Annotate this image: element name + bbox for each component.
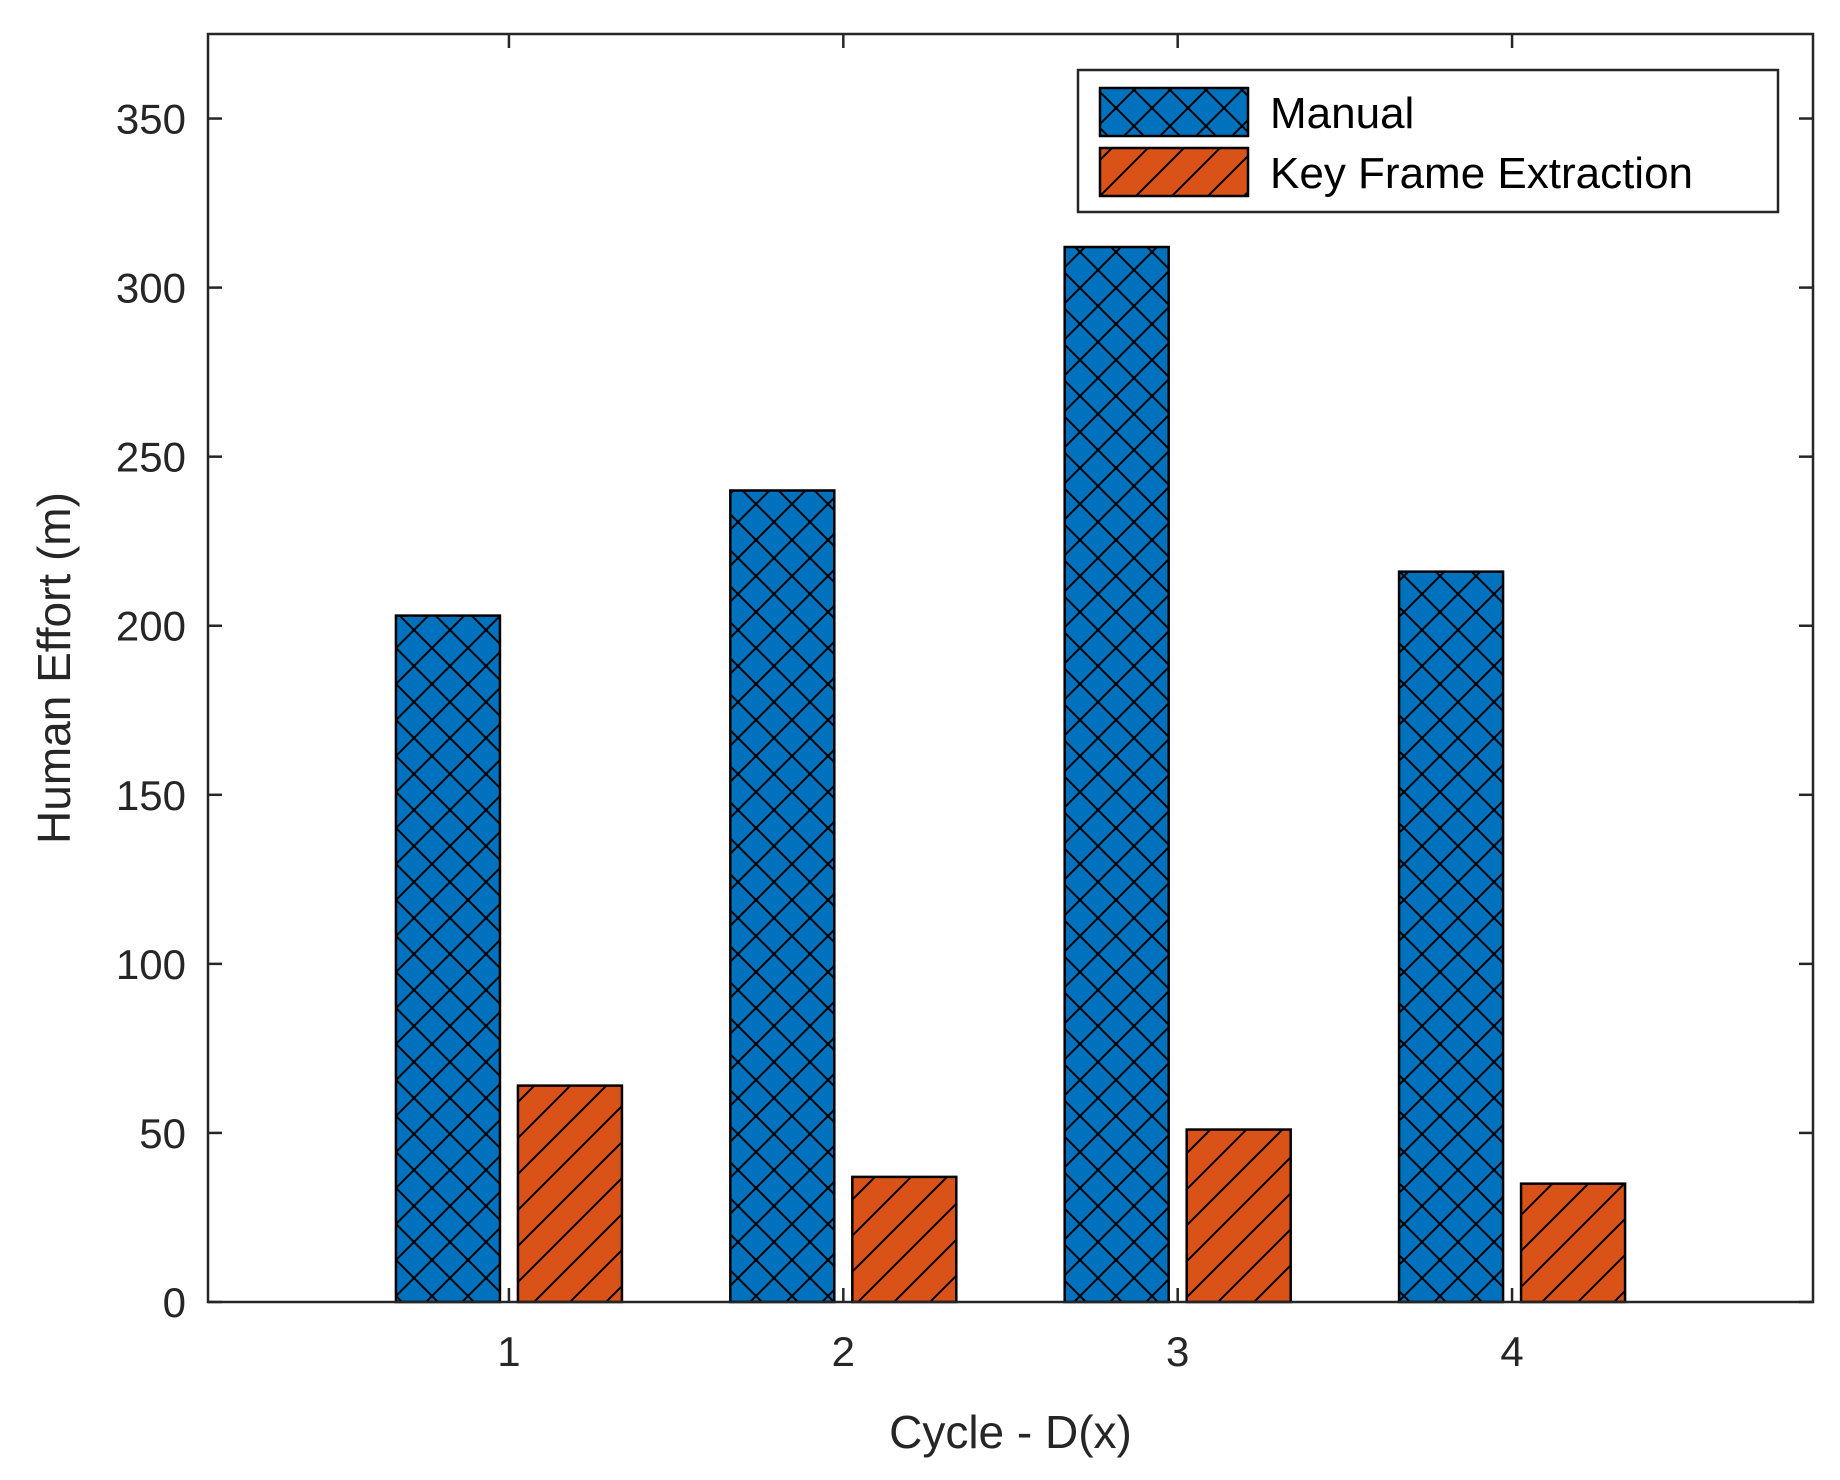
x-axis-label: Cycle - D(x) bbox=[889, 1406, 1132, 1458]
y-tick-label-200: 200 bbox=[116, 603, 186, 650]
y-tick-label-0: 0 bbox=[163, 1279, 186, 1326]
x-tick-label-3: 3 bbox=[1166, 1328, 1189, 1375]
y-tick-label-100: 100 bbox=[116, 941, 186, 988]
legend-swatch-manual bbox=[1098, 86, 1250, 138]
legend-swatch-key-frame-extraction bbox=[1098, 146, 1250, 198]
bar-key-frame-extraction-2 bbox=[851, 1175, 958, 1304]
x-tick-label-1: 1 bbox=[497, 1328, 520, 1375]
y-tick-label-150: 150 bbox=[116, 772, 186, 819]
bar-manual-4 bbox=[1397, 570, 1505, 1304]
legend: Manual Key Frame Extraction bbox=[1076, 68, 1780, 214]
bar-manual-2 bbox=[729, 489, 836, 1304]
bar-key-frame-extraction-1 bbox=[516, 1084, 624, 1304]
bars bbox=[394, 245, 1627, 1304]
legend-label-manual: Manual bbox=[1270, 89, 1414, 138]
axes-box bbox=[206, 32, 1815, 1304]
y-tick-label-300: 300 bbox=[116, 265, 186, 312]
x-tick-label-4: 4 bbox=[1500, 1328, 1523, 1375]
y-tick-label-250: 250 bbox=[116, 434, 186, 481]
bar-key-frame-extraction-4 bbox=[1519, 1182, 1627, 1304]
bar-key-frame-extraction-3 bbox=[1185, 1128, 1292, 1304]
bar-manual-1 bbox=[394, 614, 502, 1304]
bar-manual-3 bbox=[1063, 245, 1170, 1304]
legend-label-key-frame-extraction: Key Frame Extraction bbox=[1270, 149, 1693, 198]
y-tick-label-50: 50 bbox=[139, 1110, 186, 1157]
axes: 0 50 100 150 200 250 300 350 1 2 3 4 bbox=[116, 32, 1815, 1375]
y-tick-label-350: 350 bbox=[116, 96, 186, 143]
x-tick-label-2: 2 bbox=[832, 1328, 855, 1375]
y-axis-label: Human Effort (m) bbox=[28, 492, 80, 844]
